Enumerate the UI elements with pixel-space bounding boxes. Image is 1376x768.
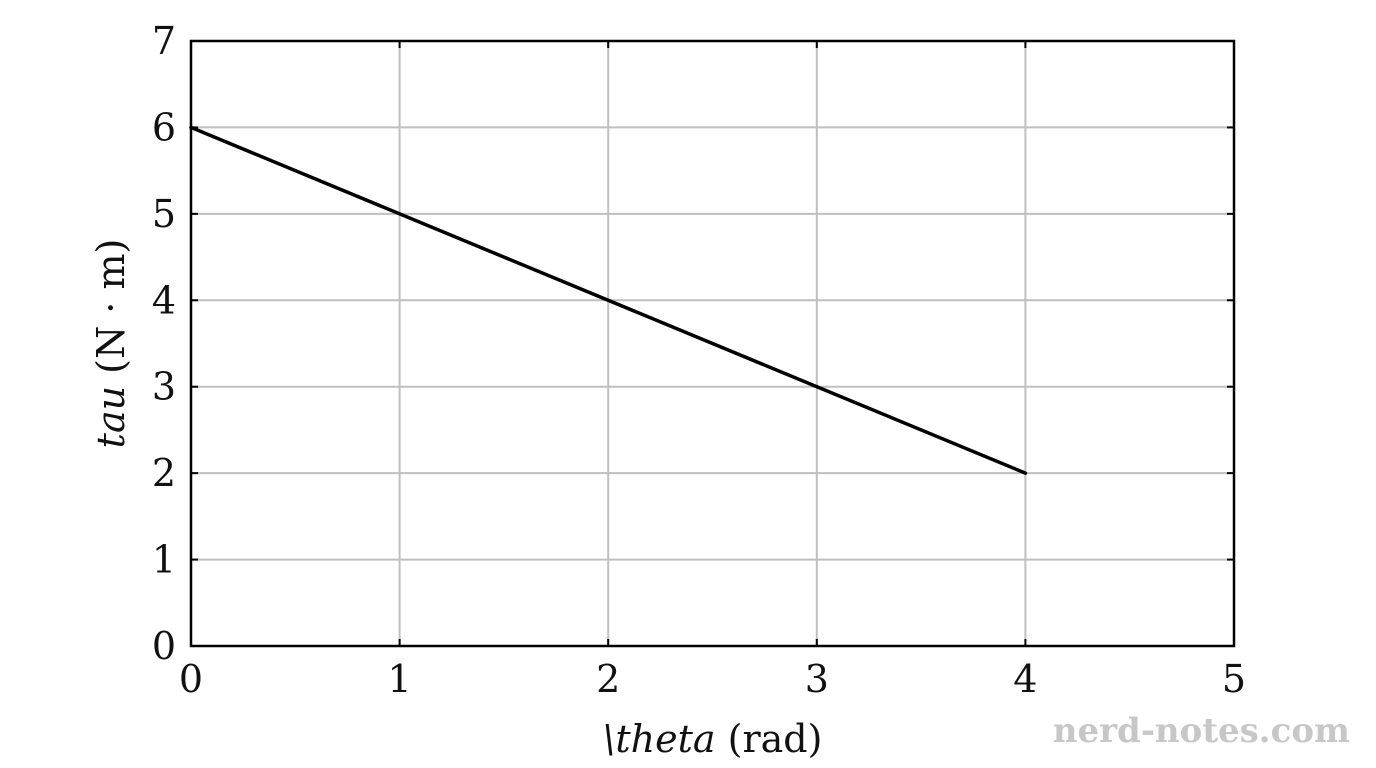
plot-frame: [189, 39, 1236, 648]
y-axis-symbol: tau: [89, 386, 133, 448]
y-tick-label: 3: [152, 365, 176, 409]
series-line: [189, 125, 1028, 475]
y-tick-label: 7: [152, 19, 176, 63]
y-tick-label: 2: [152, 451, 176, 495]
x-axis-unit: (rad): [716, 717, 823, 761]
x-tick-label: 2: [596, 657, 620, 701]
x-axis-title: \theta (rad): [603, 717, 823, 761]
y-tick-label: 5: [152, 192, 176, 236]
series-layer: [189, 125, 1028, 475]
y-tick-label: 1: [152, 538, 176, 582]
x-tick-label: 5: [1222, 657, 1246, 701]
x-tick-label: 3: [805, 657, 829, 701]
y-axis-unit: (N · m): [89, 239, 133, 386]
y-tick-label: 4: [152, 278, 176, 322]
x-tick-label: 0: [179, 657, 203, 701]
y-tick-label: 0: [152, 624, 176, 668]
x-tick-labels: 0 1 2 3 4 5: [179, 41, 1246, 701]
x-tick-label: 1: [388, 657, 412, 701]
x-axis-symbol: \theta: [603, 717, 716, 761]
x-tick-label: 4: [1013, 657, 1037, 701]
y-tick-labels: 0 1 2 3 4 5 6 7: [152, 19, 1234, 668]
y-tick-label: 6: [152, 105, 176, 149]
watermark: nerd-notes.com: [1053, 711, 1350, 751]
y-axis-title: tau (N · m): [89, 239, 133, 449]
